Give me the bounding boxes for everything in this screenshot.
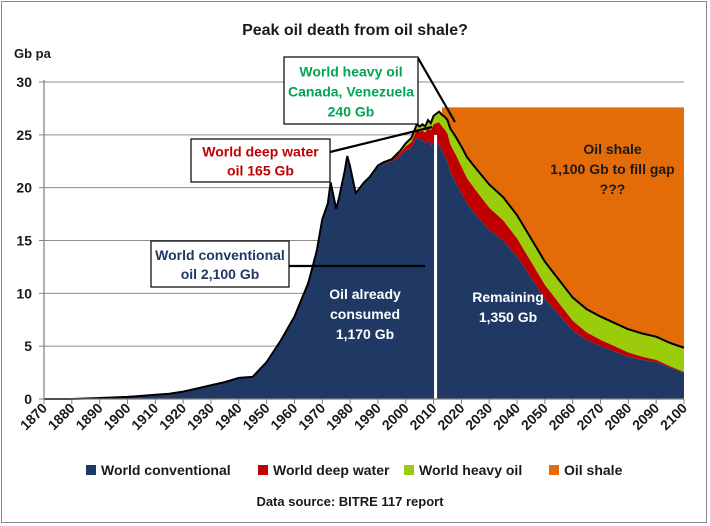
legend-label: World heavy oil xyxy=(419,462,522,478)
y-tick-label: 25 xyxy=(16,127,32,143)
callout-text: World deep water xyxy=(202,144,319,160)
y-tick-label: 10 xyxy=(16,285,32,301)
x-tick-label: 1980 xyxy=(323,400,356,433)
x-tick-label: 1940 xyxy=(212,400,245,433)
callout-text: Oil already xyxy=(329,286,401,302)
x-tick-label: 1880 xyxy=(45,400,78,433)
callout-conv: World conventional oil 2,100 Gb xyxy=(150,240,290,288)
callout-box xyxy=(150,240,290,288)
x-tick-label: 1890 xyxy=(72,400,105,433)
x-tick-label: 1920 xyxy=(156,400,189,433)
legend-label: World conventional xyxy=(101,462,231,478)
x-tick-label: 2040 xyxy=(490,400,523,433)
total-production-line xyxy=(44,110,685,400)
x-tick-label: 2100 xyxy=(657,400,690,433)
source-note: Data source: BITRE 117 report xyxy=(256,494,444,509)
y-axis-label: Gb pa xyxy=(14,46,52,61)
callout-leader-line xyxy=(329,125,433,154)
x-tick-label: 2010 xyxy=(406,400,439,433)
callout-text: consumed xyxy=(330,306,400,322)
legend-label: World deep water xyxy=(273,462,390,478)
callout-text: World heavy oil xyxy=(299,64,402,80)
x-tick-label: 2080 xyxy=(601,400,634,433)
callout-deep: World deep water oil 165 Gb xyxy=(190,138,331,183)
area-world-conventional xyxy=(44,136,684,400)
x-tick-label: 1970 xyxy=(295,400,328,433)
axes xyxy=(39,80,685,404)
legend-swatch xyxy=(258,465,268,475)
x-tick-label: 2030 xyxy=(462,400,495,433)
callout-box xyxy=(190,138,331,183)
legend-swatch xyxy=(549,465,559,475)
callout-text: Oil shale xyxy=(583,141,642,157)
callout-remaining: Remaining 1,350 Gb xyxy=(472,289,544,325)
callout-text: 1,170 Gb xyxy=(336,326,394,342)
y-tick-label: 15 xyxy=(16,233,32,249)
x-tick-label: 1870 xyxy=(17,400,50,433)
callout-text: Canada, Venezuela xyxy=(288,84,414,100)
chart-title: Peak oil death from oil shale? xyxy=(242,22,468,39)
callout-leader-lines xyxy=(288,57,456,268)
legend-label: Oil shale xyxy=(564,462,623,478)
legend: World conventional World deep water World … xyxy=(86,462,623,478)
x-tick-label: 2020 xyxy=(434,400,467,433)
legend-swatch xyxy=(404,465,414,475)
callout-consumed: Oil already consumed 1,170 Gb xyxy=(329,286,401,342)
x-tick-label: 1910 xyxy=(128,400,161,433)
callout-text: 240 Gb xyxy=(328,104,375,120)
callout-text: ??? xyxy=(600,181,626,197)
x-tick-label: 1960 xyxy=(267,400,300,433)
callout-text: World conventional xyxy=(155,247,285,263)
callout-text: Remaining xyxy=(472,289,544,305)
x-tick-label: 1900 xyxy=(100,400,133,433)
x-tick-label: 1990 xyxy=(351,400,384,433)
x-tick-label: 2000 xyxy=(379,400,412,433)
callout-heavy: World heavy oil Canada, Venezuela 240 Gb xyxy=(283,56,419,125)
stacked-areas xyxy=(44,107,685,400)
legend-swatch xyxy=(86,465,96,475)
callout-text: 1,350 Gb xyxy=(479,309,537,325)
x-tick-label: 2090 xyxy=(629,400,662,433)
x-tick-label: 2050 xyxy=(518,400,551,433)
callout-text: oil 2,100 Gb xyxy=(181,266,260,282)
x-tick-label: 2060 xyxy=(545,400,578,433)
callout-shale: Oil shale 1,100 Gb to fill gap??? xyxy=(550,141,674,197)
x-tick-label: 1950 xyxy=(239,400,272,433)
x-tick-label: 2070 xyxy=(573,400,606,433)
x-tick-label: 1930 xyxy=(184,400,217,433)
x-tick-labels: 1870188018901900191019201930194019501960… xyxy=(17,400,690,433)
y-tick-label: 20 xyxy=(16,180,32,196)
callout-leader-line xyxy=(417,57,456,123)
callout-box xyxy=(283,56,419,125)
callout-text: oil 165 Gb xyxy=(227,163,294,179)
y-tick-labels: 0 5 10 15 20 25 30 xyxy=(16,74,32,407)
area-oil-shale xyxy=(441,107,684,348)
y-tick-label: 5 xyxy=(24,338,32,354)
y-tick-label: 30 xyxy=(16,74,32,90)
y-tick-label: 0 xyxy=(24,391,32,407)
callout-text: 1,100 Gb to fill gap xyxy=(550,161,674,177)
